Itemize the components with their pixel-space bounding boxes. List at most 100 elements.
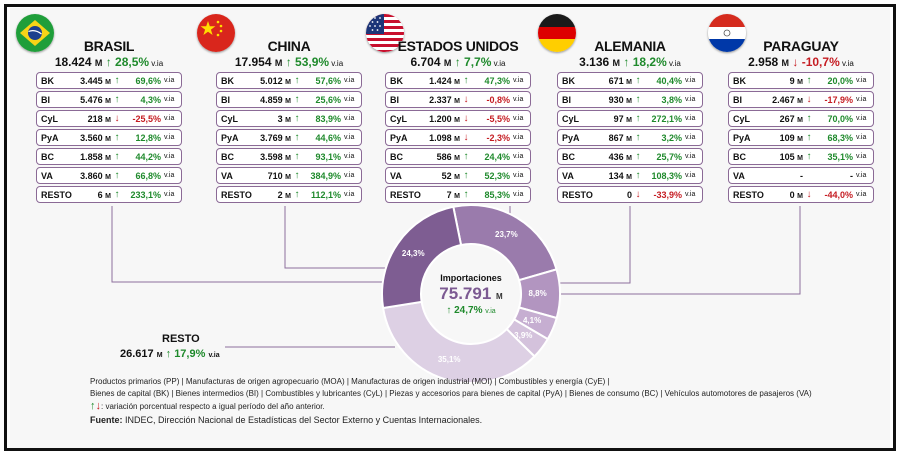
arrow-up-icon: ↑ [806, 113, 812, 124]
category-change: 3,2% [661, 132, 682, 143]
category-value: 1.424 M [429, 75, 460, 86]
category-change: 70,0% [827, 113, 853, 124]
suffix: v.ia [513, 134, 524, 141]
arrow-down-icon: ↓ [806, 94, 812, 105]
unit: M [285, 78, 291, 86]
category-change: - [850, 170, 853, 181]
category-value: 5.012 M [260, 75, 291, 86]
unit: M [274, 58, 283, 68]
category-change: 35,1% [827, 151, 853, 162]
slice-label: 24,3% [401, 249, 425, 259]
category-row: BC 3.598 M ↑ 93,1% v.ia [216, 148, 362, 165]
category-value: 6 M [97, 189, 111, 200]
category-change: -33,9% [653, 189, 682, 200]
category-code: BC [41, 151, 54, 162]
unit: M [94, 58, 103, 68]
category-change: 93,1% [315, 151, 341, 162]
suffix: v.ia [685, 115, 696, 122]
donut-center: Importaciones 75.791 M ↑ 24,7% v.ia [416, 273, 526, 316]
category-change: 112,1% [310, 189, 341, 200]
suffix: v.ia [856, 96, 867, 103]
connector-line [554, 206, 801, 295]
category-row: BI 2.467 M ↓ -17,9% v.ia [728, 91, 874, 108]
category-value: 867 M [608, 132, 632, 143]
category-code: RESTO [390, 189, 421, 200]
category-code: RESTO [562, 189, 593, 200]
category-change: -44,0% [824, 189, 853, 200]
arrow-down-icon: ↓ [463, 132, 469, 143]
slice-label: 23,7% [495, 229, 518, 239]
category-value: 267 M [779, 113, 803, 124]
category-code: PyA [562, 132, 580, 143]
arrow-up-icon: ↑ [114, 189, 120, 200]
unit: M [454, 192, 460, 200]
category-row: BC 436 M ↑ 25,7% v.ia [557, 148, 703, 165]
category-change: 83,9% [315, 113, 341, 124]
card-header: ESTADOS UNIDOS 6.704 M ↑ 7,7% v.ia [385, 34, 531, 72]
category-row: PyA 109 M ↑ 68,3% v.ia [728, 129, 874, 146]
suffix: v.ia [344, 77, 355, 84]
suffix: v.ia [164, 191, 175, 198]
category-row: BI 5.476 M ↑ 4,3% v.ia [36, 91, 182, 108]
category-code: CyL [390, 113, 408, 124]
category-row: CyL 97 M ↑ 272,1% v.ia [557, 110, 703, 127]
unit: M [797, 116, 803, 124]
suffix: v.ia [856, 115, 867, 122]
category-row: CyL 267 M ↑ 70,0% v.ia [728, 110, 874, 127]
slice-label: 4,1% [522, 316, 542, 326]
category-change: 69,6% [135, 75, 161, 86]
unit: M [454, 135, 460, 143]
category-change: 66,8% [135, 170, 161, 181]
legend-line-1: Productos primarios (PP) | Manufacturas … [90, 377, 610, 386]
unit: M [105, 97, 111, 105]
arrow-up-icon: ↑ [114, 94, 120, 105]
connector-line [111, 206, 386, 283]
unit: M [626, 154, 632, 162]
category-rows: BK 671 M ↑ 40,4% v.ia BI 930 M ↑ 3,8% v.ia CyL 97 M… [557, 72, 703, 203]
suffix: v.ia [685, 77, 696, 84]
country-card-brasil: BRASIL 18.424 M ↑ 28,5% v.ia BK 3.445 M ↑ 69,… [36, 34, 182, 206]
category-value: 4.859 M [260, 94, 291, 105]
category-code: BK [221, 75, 234, 86]
arrow-up-icon: ↑ [463, 151, 469, 162]
country-name: ESTADOS UNIDOS [397, 38, 519, 54]
unit: M [285, 135, 291, 143]
unit: M [285, 192, 291, 200]
category-value: 5.476 M [80, 94, 111, 105]
legend-line-2: Bienes de capital (BK) | Bienes intermed… [90, 389, 812, 398]
suffix: v.ia [344, 96, 355, 103]
category-value: 436 M [608, 151, 632, 162]
category-rows: BK 5.012 M ↑ 57,6% v.ia BI 4.859 M ↑ 25,6% v.ia Cy… [216, 72, 362, 203]
unit: M [626, 135, 632, 143]
suffix: v.ia [164, 134, 175, 141]
arrow-up-icon: ↑ [294, 113, 300, 124]
unit: M [626, 116, 632, 124]
category-value: 586 M [436, 151, 460, 162]
category-change: 233,1% [130, 189, 161, 200]
arrow-up-icon: ↑ [294, 151, 300, 162]
suffix: v.ia [491, 59, 506, 68]
category-code: CyL [733, 113, 751, 124]
unit: M [781, 58, 790, 68]
category-code: CyL [562, 113, 580, 124]
category-value: 3.560 M [80, 132, 111, 143]
suffix: v.ia [856, 77, 867, 84]
country-card-china: CHINA 17.954 M ↑ 53,9% v.ia BK 5.012 M ↑ 57,6… [216, 34, 362, 206]
category-value: 3.445 M [80, 75, 111, 86]
category-value: 3.769 M [260, 132, 291, 143]
unit: M [105, 116, 111, 124]
category-value: 105 M [779, 151, 803, 162]
suffix: v.ia [666, 59, 681, 68]
slice-label: 35,1% [437, 355, 461, 365]
category-code: BK [390, 75, 403, 86]
category-value: 7 M [446, 189, 460, 200]
category-change: -17,9% [824, 94, 853, 105]
category-change: 68,3% [827, 132, 853, 143]
category-row: BC 1.858 M ↑ 44,2% v.ia [36, 148, 182, 165]
arrow-up-icon: ↑ [294, 75, 300, 86]
suffix: v.ia [344, 115, 355, 122]
suffix: v.ia [685, 172, 696, 179]
arrow-up-icon: ↑ [463, 189, 469, 200]
category-row: CyL 1.200 M ↓ -5,5% v.ia [385, 110, 531, 127]
category-row: BC 105 M ↑ 35,1% v.ia [728, 148, 874, 165]
